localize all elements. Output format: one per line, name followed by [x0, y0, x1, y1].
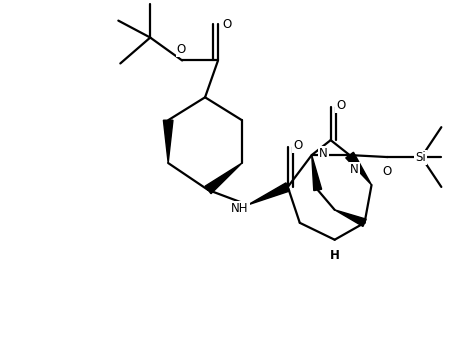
Text: NH: NH: [231, 203, 249, 215]
Text: O: O: [383, 165, 392, 178]
Text: N: N: [320, 147, 328, 160]
Polygon shape: [312, 155, 322, 190]
Text: H: H: [330, 249, 340, 262]
Text: O: O: [222, 18, 232, 31]
Text: Si: Si: [415, 150, 426, 164]
Text: O: O: [176, 43, 186, 56]
Text: O: O: [293, 139, 302, 151]
Polygon shape: [248, 183, 290, 205]
Polygon shape: [335, 210, 366, 226]
Polygon shape: [205, 163, 242, 194]
Polygon shape: [346, 152, 372, 185]
Text: O: O: [336, 99, 345, 112]
Polygon shape: [163, 120, 173, 163]
Text: N: N: [350, 162, 359, 176]
